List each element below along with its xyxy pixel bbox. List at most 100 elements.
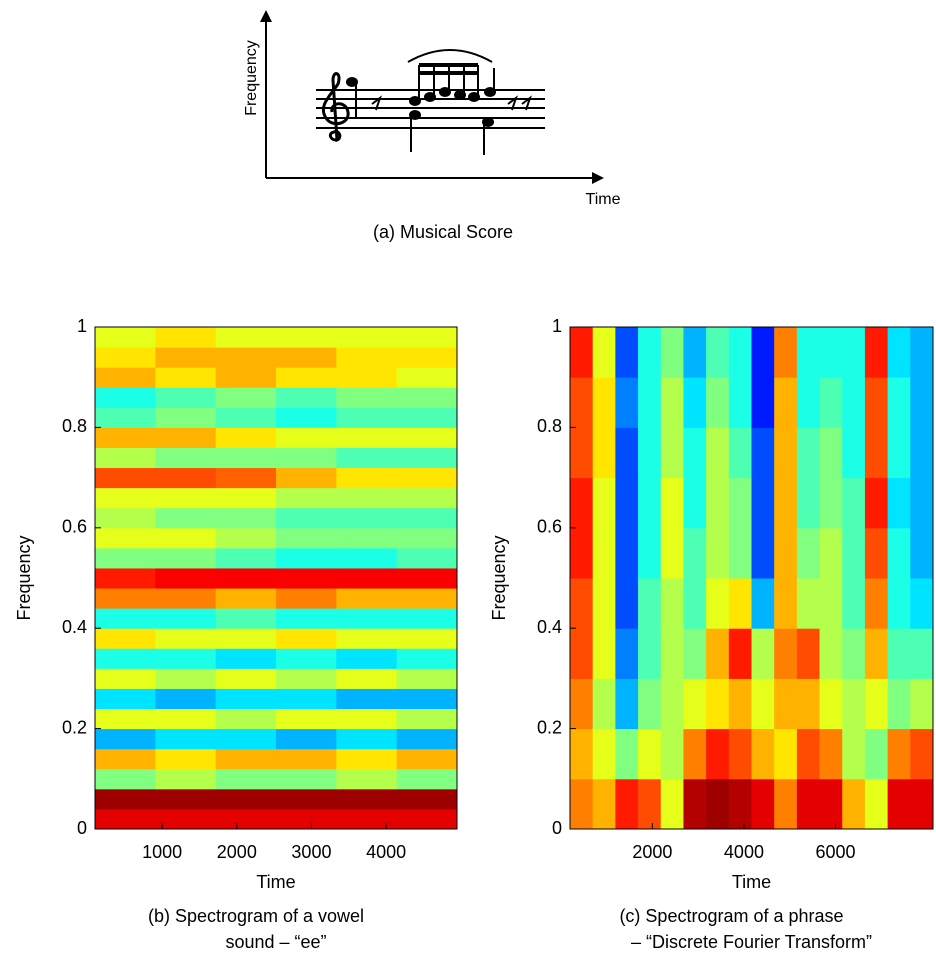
heatmap-cell	[638, 477, 662, 529]
heatmap-cell	[215, 668, 277, 689]
heatmap-cell	[215, 588, 277, 609]
heatmap-cell	[864, 377, 889, 428]
heatmap-cell	[276, 467, 337, 489]
heatmap-cell	[728, 477, 752, 529]
heatmap-cell	[842, 477, 866, 529]
heatmap-cell	[336, 547, 398, 569]
heatmap-cell	[276, 588, 337, 609]
heatmap-cell	[336, 708, 398, 730]
heatmap-cell	[842, 678, 866, 730]
heatmap-cell	[215, 728, 277, 750]
heatmap-cell	[215, 648, 277, 669]
heatmap-cell	[215, 688, 277, 710]
heatmap-cell	[155, 768, 217, 790]
heatmap-cell	[396, 507, 458, 529]
heatmap-cell	[638, 778, 662, 830]
y-axis-label: Frequency	[489, 535, 509, 620]
heatmap-cell	[796, 628, 821, 679]
heatmap-cell	[95, 748, 156, 770]
heatmap-cell	[615, 427, 639, 479]
heatmap-cell	[615, 477, 639, 529]
heatmap-cell	[95, 527, 156, 549]
heatmap-cell	[910, 477, 934, 529]
heatmap-cell	[276, 608, 337, 629]
heatmap-cell	[751, 477, 775, 529]
heatmap-cell	[660, 477, 684, 529]
heatmap-cell	[396, 748, 458, 770]
heatmap-cell	[95, 407, 156, 428]
heatmap-cell	[819, 728, 843, 780]
y-tick-label: 0.2	[62, 717, 87, 737]
heatmap-cell	[95, 688, 156, 710]
heatmap-cell	[396, 387, 458, 408]
heatmap-cell	[276, 628, 337, 649]
heatmap-cell	[155, 487, 217, 509]
heatmap-cell	[638, 427, 662, 479]
heatmap-cell	[842, 628, 866, 679]
heatmap-cell	[396, 728, 458, 750]
heatmap-cell	[842, 578, 866, 629]
heatmap-cell	[336, 608, 398, 629]
heatmap-cell	[155, 527, 217, 549]
heatmap-cell	[887, 678, 911, 730]
diagram-x-label: Time	[586, 191, 621, 208]
y-tick-label: 0.8	[537, 416, 562, 436]
heatmap-cell	[638, 578, 662, 629]
heatmap-cell	[910, 327, 934, 378]
heatmap-cell	[95, 347, 156, 368]
heatmap-cell	[683, 628, 707, 679]
heatmap-cell	[592, 527, 616, 579]
heatmap-cell	[774, 728, 798, 780]
heatmap-cell	[276, 668, 337, 689]
heatmap-cell	[638, 678, 662, 730]
heatmap-cell	[774, 327, 798, 378]
heatmap-cell	[638, 327, 662, 378]
heatmap-cell	[155, 728, 217, 750]
heatmap-cell	[910, 427, 934, 479]
y-tick-label: 0	[552, 818, 562, 838]
heatmap-cell	[396, 708, 458, 730]
heatmap-cell	[728, 427, 752, 479]
caption: sound – “ee”	[225, 932, 326, 952]
heatmap-cell	[155, 588, 217, 609]
heatmap-cell	[215, 367, 277, 388]
heatmap-cell	[615, 578, 639, 629]
heatmap-cell	[728, 377, 752, 428]
heatmap-cell	[819, 628, 843, 679]
heatmap-cell	[95, 588, 156, 609]
heatmap-cell	[396, 527, 458, 549]
heatmap-cell	[683, 427, 707, 479]
heatmap-cell	[706, 728, 730, 780]
heatmap-cell	[155, 788, 217, 810]
heatmap-cell	[774, 678, 798, 730]
x-tick-label: 4000	[724, 842, 764, 862]
heatmap-cell	[570, 477, 594, 529]
heatmap-cell	[706, 377, 730, 428]
heatmap-cell	[155, 668, 217, 689]
heatmap-cell	[215, 768, 277, 790]
heatmap-cell	[276, 427, 337, 448]
heatmap-cell	[570, 578, 594, 629]
heatmap-cell	[276, 688, 337, 710]
heatmap-cell	[842, 377, 866, 428]
caption: – “Discrete Fourier Transform”	[631, 932, 872, 952]
heatmap-cell	[592, 327, 616, 378]
heatmap-cell	[638, 377, 662, 428]
heatmap-cell	[796, 527, 821, 579]
heatmap-cell	[155, 507, 217, 529]
heatmap-cell	[615, 778, 639, 830]
heatmap-cell	[774, 578, 798, 629]
heatmap-cell	[336, 808, 398, 830]
heatmap-cell	[864, 527, 889, 579]
heatmap-cell	[592, 377, 616, 428]
heatmap-cell	[276, 547, 337, 569]
heatmap-cell	[706, 427, 730, 479]
y-tick-label: 0	[77, 818, 87, 838]
heatmap-cell	[215, 507, 277, 529]
heatmap-cell	[864, 578, 889, 629]
heatmap-cell	[842, 527, 866, 579]
heatmap-cell	[95, 768, 156, 790]
plot-frame	[569, 326, 934, 830]
heatmap-cell	[774, 527, 798, 579]
heatmap-cell	[592, 427, 616, 479]
